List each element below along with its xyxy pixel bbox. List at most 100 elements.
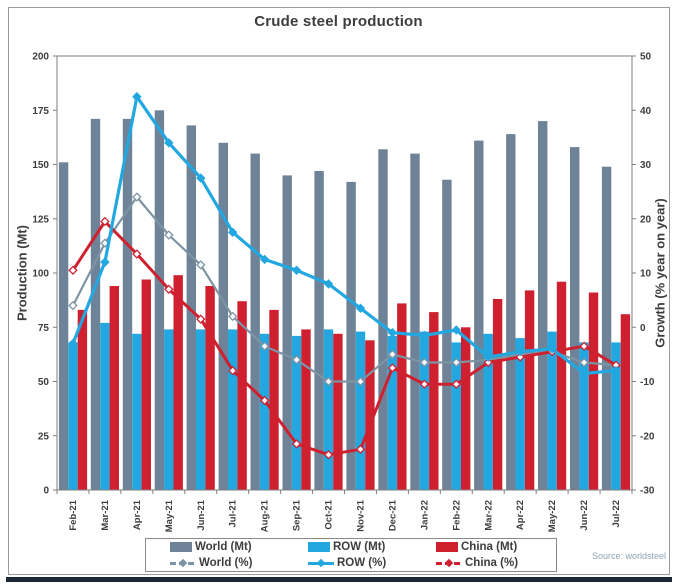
- data-point-marker: [387, 349, 398, 360]
- bar: [237, 301, 247, 490]
- y-tick-label: 25: [38, 431, 50, 442]
- bar: [186, 125, 196, 491]
- y-tick-label: 75: [38, 323, 50, 334]
- bar: [164, 329, 174, 490]
- bar: [556, 281, 567, 490]
- legend-item-china-pct: China (%): [412, 557, 556, 569]
- legend-item-world-pct: World (%): [146, 557, 284, 569]
- data-point-marker: [164, 138, 174, 148]
- bar: [611, 342, 621, 490]
- legend-item-china-mt: China (Mt): [412, 541, 556, 553]
- x-category-label: Jul-21: [228, 499, 239, 527]
- y-tick-label: -20: [640, 431, 655, 442]
- bar: [68, 342, 78, 490]
- data-point-marker: [259, 395, 270, 406]
- y-tick-label: 50: [38, 377, 50, 388]
- bar: [601, 166, 612, 490]
- source-credit: Source: worldsteel: [592, 551, 667, 561]
- bar: [314, 171, 324, 490]
- bar: [301, 329, 311, 490]
- bar: [442, 179, 452, 490]
- bar: [323, 329, 334, 490]
- data-point-marker: [132, 192, 142, 202]
- bar: [474, 140, 484, 490]
- x-category-label: Aug-21: [260, 499, 271, 532]
- data-point-marker: [196, 260, 206, 270]
- data-point-marker: [227, 227, 238, 238]
- data-point-marker: [132, 91, 142, 102]
- bottom-accent-bar: [6, 577, 672, 582]
- bar: [77, 309, 88, 490]
- data-point-marker: [483, 357, 493, 368]
- china-line-marker-icon: [436, 558, 462, 568]
- line-series: [72, 195, 617, 383]
- data-point-marker: [291, 265, 302, 276]
- legend-item-row-pct: ROW (%): [284, 557, 412, 569]
- data-point-marker: [68, 300, 78, 311]
- y-tick-label: 100: [32, 269, 49, 280]
- data-point-marker: [164, 230, 174, 240]
- bar: [250, 153, 260, 490]
- data-point-marker: [100, 216, 110, 227]
- x-category-label: May-21: [164, 499, 175, 532]
- x-category-label: Jun-21: [196, 499, 207, 530]
- bar: [378, 149, 388, 491]
- data-point-marker: [227, 365, 238, 376]
- bar: [547, 331, 557, 490]
- bar: [588, 292, 599, 490]
- legend-label: China (%): [465, 557, 519, 569]
- bar: [109, 286, 119, 490]
- x-category-label: Jan-22: [419, 500, 430, 530]
- data-point-marker: [323, 376, 334, 387]
- world-bar-swatch-icon: [170, 542, 192, 552]
- data-point-marker: [291, 355, 302, 365]
- x-category-label: Nov-21: [355, 499, 366, 531]
- bar: [196, 329, 206, 490]
- bar: [141, 279, 151, 490]
- china-bar-swatch-icon: [436, 542, 458, 552]
- data-point-marker: [579, 341, 589, 351]
- legend-label: ROW (Mt): [333, 541, 386, 553]
- data-point-marker: [291, 439, 302, 449]
- y-tick-label: 10: [640, 269, 652, 280]
- bar: [173, 275, 183, 490]
- bar: [410, 153, 420, 490]
- data-point-marker: [515, 346, 525, 357]
- y-tick-label: 175: [32, 106, 49, 117]
- x-category-label: May-22: [547, 500, 558, 532]
- x-category-label: Sep-21: [292, 499, 303, 531]
- bar: [492, 299, 503, 490]
- data-point-marker: [132, 249, 142, 259]
- x-category-label: Jul-22: [611, 500, 622, 527]
- data-point-marker: [323, 450, 334, 460]
- bar: [524, 290, 535, 490]
- line-series: [71, 220, 617, 457]
- data-point-marker: [355, 444, 366, 455]
- bar: [419, 331, 430, 490]
- bar: [282, 175, 292, 490]
- data-point-marker: [515, 352, 525, 362]
- data-point-marker: [419, 379, 430, 389]
- world-line-marker-icon: [170, 558, 196, 568]
- row-line-marker-icon: [308, 558, 334, 568]
- x-category-label: Mar-22: [483, 500, 494, 531]
- y-tick-label: 150: [32, 160, 49, 171]
- bar: [90, 118, 101, 491]
- bar: [228, 329, 238, 490]
- y-tick-label: 40: [640, 106, 652, 117]
- bar: [100, 322, 110, 490]
- data-point-marker: [547, 344, 557, 354]
- bar: [506, 134, 516, 490]
- bar: [483, 333, 493, 490]
- legend-item-row-mt: ROW (Mt): [284, 541, 412, 553]
- y-tick-label: 20: [640, 214, 652, 225]
- chart-title: Crude steel production: [254, 13, 423, 30]
- bar: [365, 340, 375, 490]
- bar: [429, 312, 439, 490]
- bar: [333, 333, 343, 490]
- data-point-marker: [579, 357, 589, 368]
- data-point-marker: [196, 173, 206, 183]
- y-tick-label: -10: [640, 377, 655, 388]
- bar: [291, 335, 302, 490]
- bar: [259, 333, 270, 490]
